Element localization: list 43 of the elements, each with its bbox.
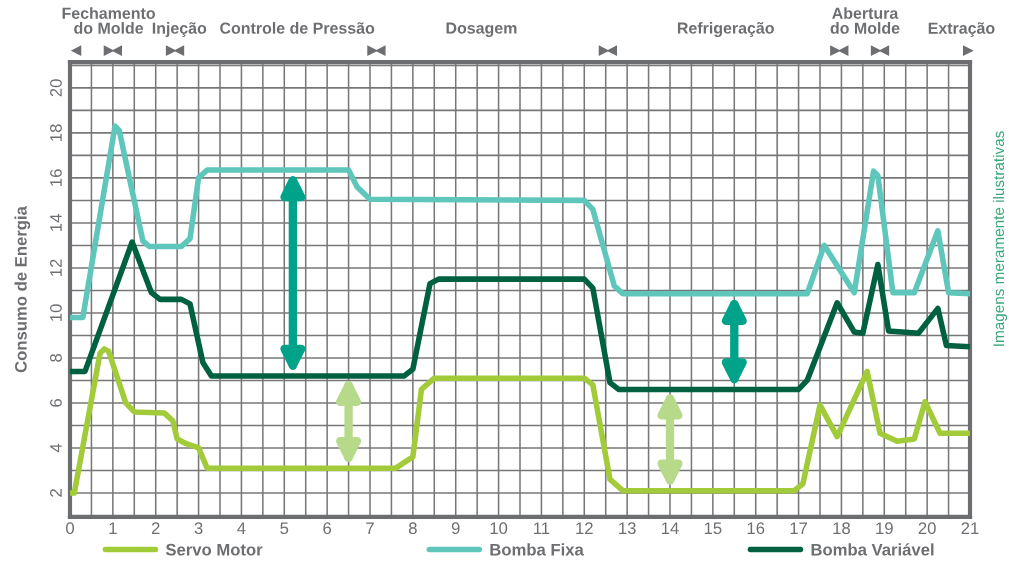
y-tick-label: 18 — [50, 124, 62, 141]
x-tick-label: 12 — [576, 522, 593, 534]
text: Injeção — [152, 22, 207, 37]
x-tick-label: 7 — [366, 522, 374, 534]
text: Extração — [928, 22, 995, 37]
y-tick-label: 10 — [50, 304, 62, 321]
x-tick-label: 17 — [790, 522, 807, 534]
text: Imagens meramente ilustrativas — [992, 131, 1008, 346]
x-tick-label: 1 — [109, 522, 117, 534]
x-tick-label: 8 — [408, 522, 417, 535]
legend-label: Bomba Variável — [811, 543, 934, 556]
x-tick-label: 4 — [237, 522, 246, 534]
x-tick-label: 9 — [451, 522, 460, 535]
x-tick-label: 13 — [619, 522, 636, 535]
legend-label: Bomba Fixa — [490, 543, 584, 556]
y-tick-label: 6 — [50, 399, 62, 407]
x-tick-label: 15 — [704, 522, 722, 535]
text: Controle de Pressão — [220, 22, 375, 34]
text: Refrigeração — [677, 22, 774, 37]
x-tick-label: 6 — [323, 522, 332, 535]
y-tick-label: 8 — [50, 354, 62, 362]
text: Dosagem — [446, 22, 517, 37]
y-tick-label: 12 — [50, 259, 62, 276]
y-tick-label: 16 — [50, 169, 62, 186]
y-tick-label: 14 — [50, 214, 62, 231]
x-tick-label: 21 — [961, 522, 979, 534]
x-tick-label: 11 — [534, 522, 550, 534]
x-tick-label: 19 — [876, 522, 893, 535]
text: Abertura do Molde — [830, 7, 900, 34]
x-tick-label: 14 — [662, 522, 679, 534]
x-tick-label: 5 — [280, 522, 289, 535]
x-tick-label: 10 — [490, 522, 508, 535]
legend-label: Servo Motor — [165, 543, 263, 556]
x-tick-label: 16 — [747, 522, 765, 535]
x-tick-label: 3 — [194, 522, 203, 535]
x-tick-label: 0 — [66, 522, 74, 535]
y-axis-title: Consumo de Energia — [14, 206, 31, 373]
x-tick-label: 2 — [151, 522, 160, 534]
y-tick-label: 4 — [50, 443, 62, 453]
x-tick-label: 18 — [833, 522, 850, 535]
y-tick-label: 20 — [50, 79, 62, 97]
y-tick-label: 2 — [50, 489, 62, 497]
x-tick-label: 20 — [918, 522, 936, 535]
